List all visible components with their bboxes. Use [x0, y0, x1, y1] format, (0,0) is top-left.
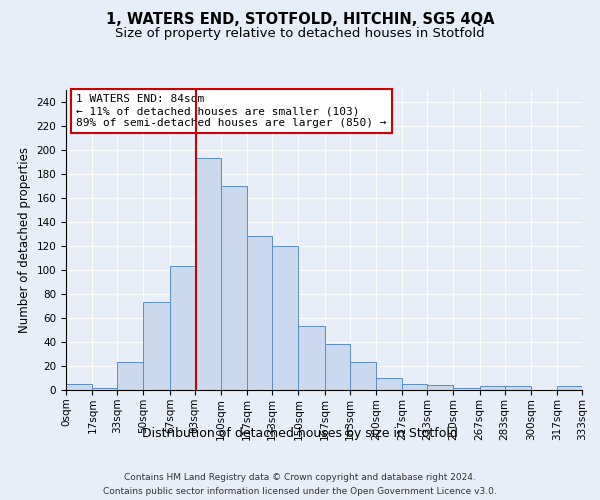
Bar: [350, 362, 376, 390]
Y-axis label: Number of detached properties: Number of detached properties: [18, 147, 31, 333]
Bar: [92, 388, 117, 390]
Bar: [557, 386, 582, 390]
Bar: [298, 326, 325, 390]
Bar: [402, 384, 427, 390]
Text: Contains HM Land Registry data © Crown copyright and database right 2024.: Contains HM Land Registry data © Crown c…: [124, 472, 476, 482]
Bar: [66, 384, 92, 390]
Bar: [427, 385, 454, 390]
Text: Size of property relative to detached houses in Stotfold: Size of property relative to detached ho…: [115, 28, 485, 40]
Bar: [325, 344, 350, 390]
Text: 1 WATERS END: 84sqm
← 11% of detached houses are smaller (103)
89% of semi-detac: 1 WATERS END: 84sqm ← 11% of detached ho…: [76, 94, 387, 128]
Bar: [143, 302, 170, 390]
Bar: [247, 236, 272, 390]
Bar: [272, 246, 298, 390]
Bar: [170, 266, 194, 390]
Text: Distribution of detached houses by size in Stotfold: Distribution of detached houses by size …: [142, 428, 458, 440]
Bar: [221, 186, 247, 390]
Bar: [454, 388, 480, 390]
Bar: [194, 158, 221, 390]
Bar: [505, 386, 531, 390]
Bar: [480, 386, 505, 390]
Text: Contains public sector information licensed under the Open Government Licence v3: Contains public sector information licen…: [103, 488, 497, 496]
Text: 1, WATERS END, STOTFOLD, HITCHIN, SG5 4QA: 1, WATERS END, STOTFOLD, HITCHIN, SG5 4Q…: [106, 12, 494, 28]
Bar: [117, 362, 143, 390]
Bar: [376, 378, 402, 390]
